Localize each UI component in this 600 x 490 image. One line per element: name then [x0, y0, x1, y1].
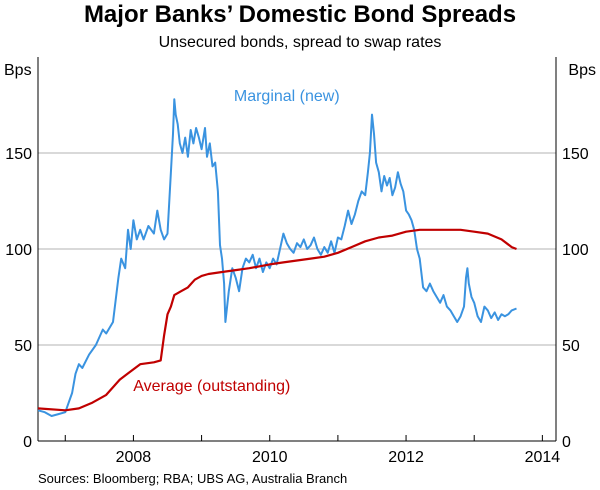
x-tick-label-2010: 2010	[252, 449, 288, 466]
series-annotations: Marginal (new) Average (outstanding)	[133, 88, 339, 395]
gridlines	[38, 152, 556, 346]
marginal-series-label: Marginal (new)	[234, 88, 340, 105]
y-tick-label-right: 100	[562, 242, 589, 259]
chart-subtitle: Unsecured bonds, spread to swap rates	[159, 34, 442, 51]
y-tick-label-left: 100	[5, 242, 32, 259]
y-axis-unit-left: Bps	[4, 62, 32, 79]
chart-source: Sources: Bloomberg; RBA; UBS AG, Austral…	[38, 471, 347, 486]
y-tick-label-left: 150	[5, 146, 32, 163]
average-series-line	[37, 228, 517, 412]
y-axis-unit-right: Bps	[568, 62, 596, 79]
series-lines	[37, 98, 517, 417]
y-tick-label-left: 50	[14, 338, 32, 355]
x-tick-label-2008: 2008	[116, 449, 152, 466]
chart-title: Major Banks’ Domestic Bond Spreads	[84, 1, 516, 28]
marginal-series-line	[37, 98, 517, 417]
y-axis-ticks: 0 0 50 50 100 100 150 150	[5, 146, 589, 451]
average-series-label: Average (outstanding)	[133, 378, 290, 395]
y-tick-label-right: 0	[562, 434, 571, 451]
plot-frame	[37, 57, 557, 442]
y-tick-label-left: 0	[23, 434, 32, 451]
x-tick-label-2012: 2012	[388, 449, 424, 466]
y-tick-label-right: 50	[562, 338, 580, 355]
y-tick-label-right: 150	[562, 146, 589, 163]
x-tick-label-2014: 2014	[525, 449, 561, 466]
x-axis-ticks: 2008 2010 2012 2014	[64, 435, 561, 466]
